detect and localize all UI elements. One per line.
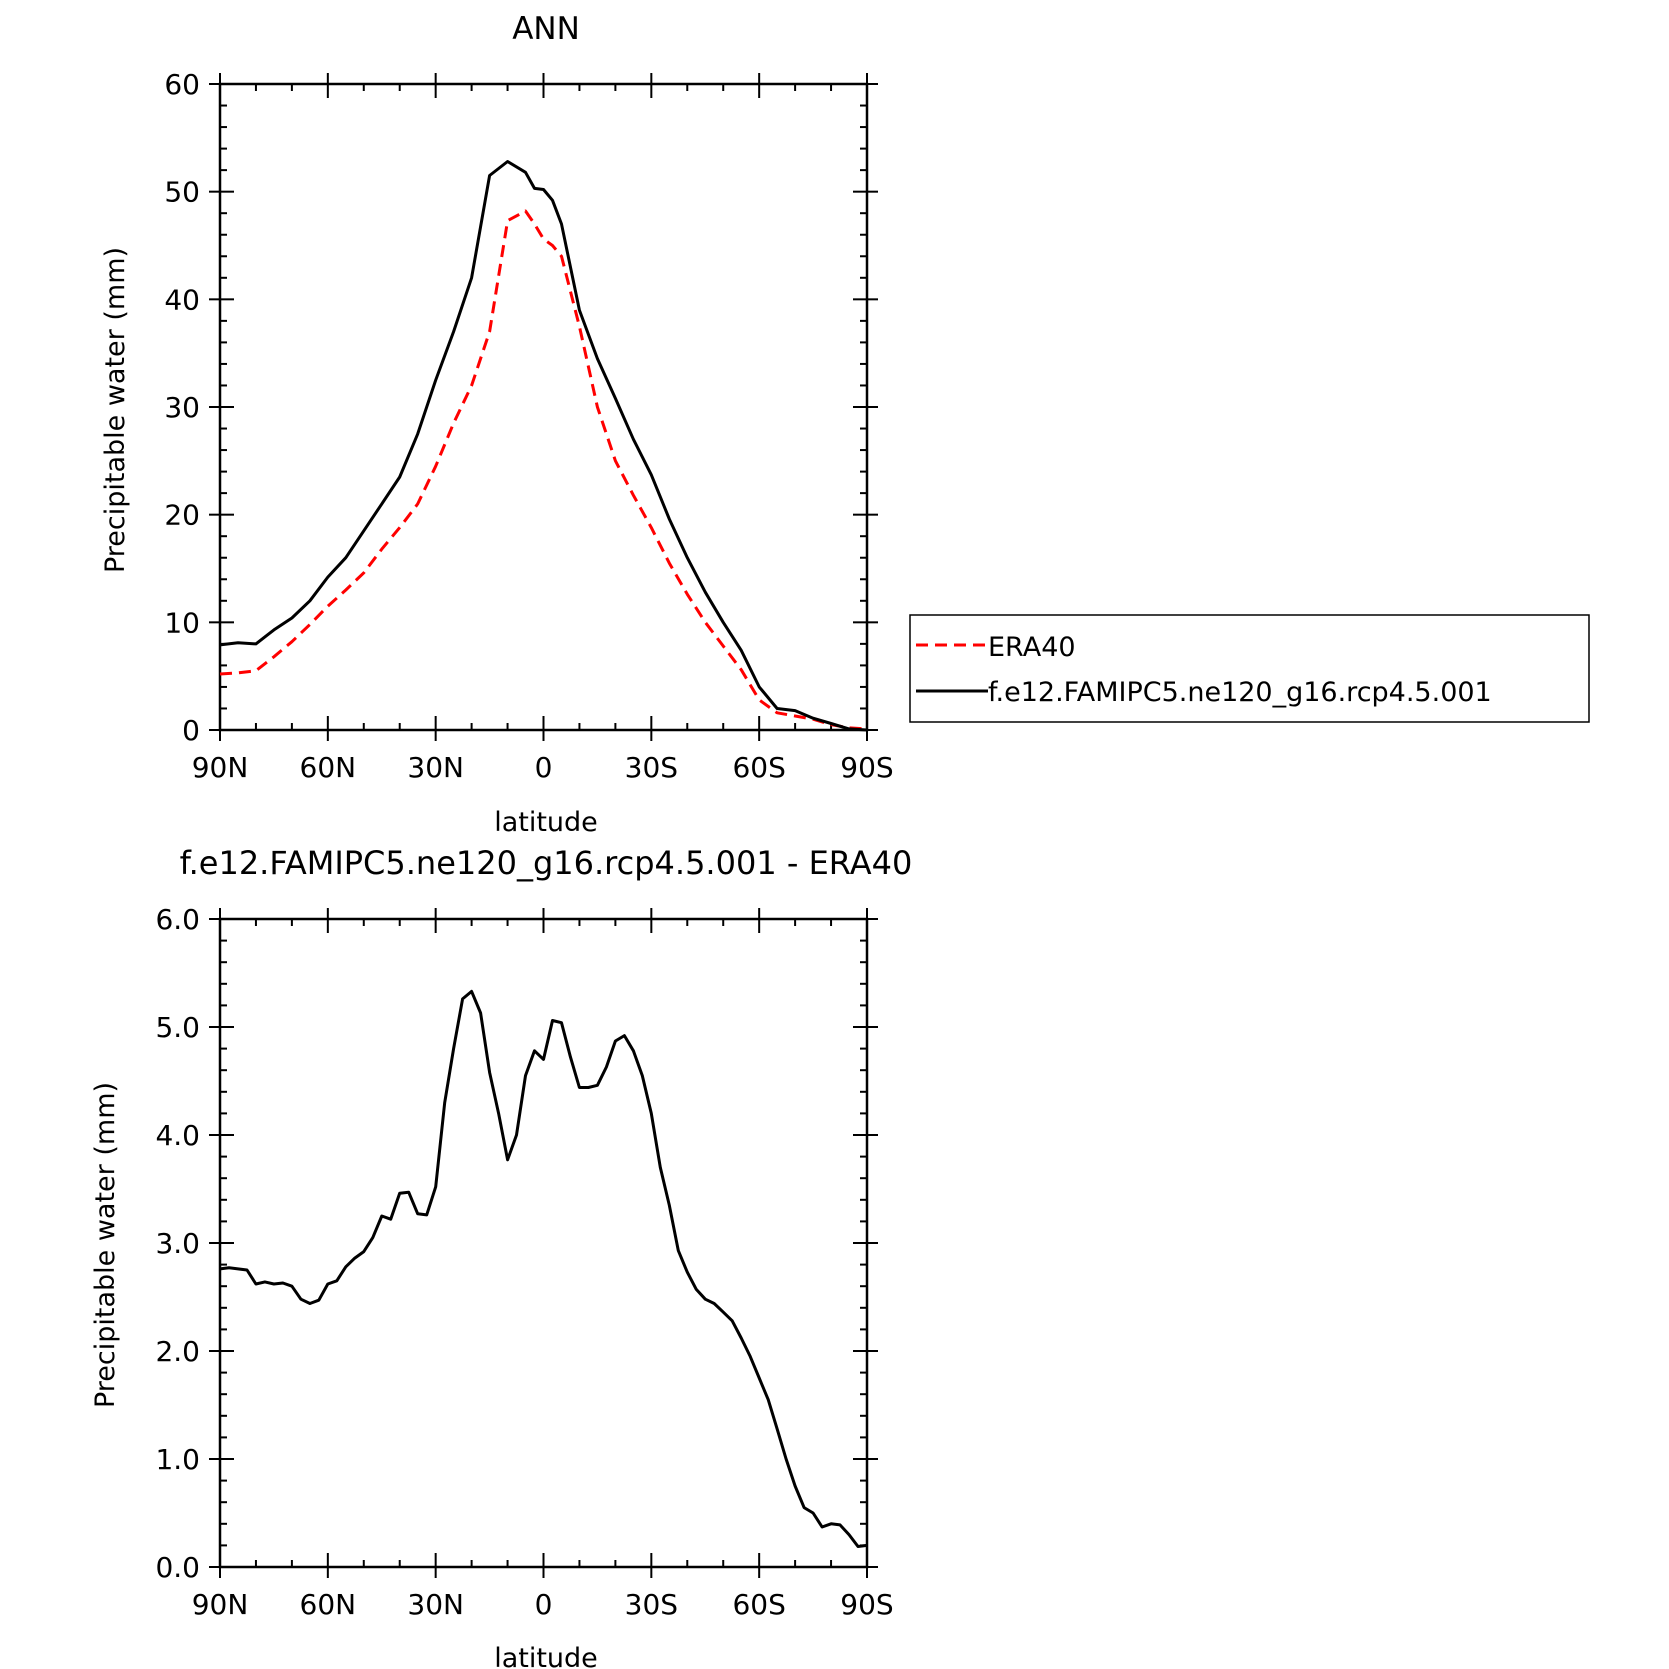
bottom-x-tick-label: 90S [840,1588,893,1621]
bottom-plot-area: 90N 60N 30N 0 30S 60S 90S 0.0 1.0 2.0 3.0 4.0 5.0 6.0 [155,903,893,1621]
bottom-series-line-0 [219,989,868,1548]
top-panel: ANN 90N 60N 30N 0 30S 60S 90S 0 10 20 30 40 50 60 lat… [100,11,1590,838]
legend-label-era40: ERA40 [988,632,1076,663]
bottom-y-tick-label: 3.0 [155,1227,200,1260]
top-x-tick-label: 30S [625,751,678,784]
bottom-x-tick-label: 30N [407,1588,464,1621]
top-series-line-0 [219,209,868,731]
top-chart-title: ANN [512,11,580,47]
bottom-chart-title: f.e12.FAMIPC5.ne120_g16.rcp4.5.001 - ERA… [180,844,913,882]
bottom-plot-frame [218,917,869,1569]
bottom-x-tick-label: 90N [192,1588,249,1621]
bottom-x-tick-label: 0 [535,1588,553,1621]
top-y-tick-label: 30 [164,391,200,424]
bottom-y-tick-label: 1.0 [155,1443,200,1476]
top-y-tick-label: 10 [164,606,200,639]
bottom-y-tick-label: 2.0 [155,1335,200,1368]
bottom-y-tick-label: 5.0 [155,1011,200,1044]
legend: ERA40 f.e12.FAMIPC5.ne120_g16.rcp4.5.001 [909,614,1590,723]
top-x-tick-label: 0 [535,751,553,784]
bottom-y-axis-label: Precipitable water (mm) [90,1082,121,1408]
top-x-tick-label: 60S [732,751,785,784]
top-series-line-1 [219,160,868,732]
bottom-x-tick-label: 60S [732,1588,785,1621]
legend-box [909,614,1590,723]
legend-label-model: f.e12.FAMIPC5.ne120_g16.rcp4.5.001 [988,677,1492,708]
bottom-panel: f.e12.FAMIPC5.ne120_g16.rcp4.5.001 - ERA… [90,844,912,1669]
top-y-axis-label: Precipitable water (mm) [100,247,131,573]
top-x-tick-label: 30N [407,751,464,784]
top-x-axis-label: latitude [494,807,598,838]
bottom-y-tick-label: 4.0 [155,1119,200,1152]
top-y-tick-label: 50 [164,176,200,209]
bottom-y-tick-label: 6.0 [155,903,200,936]
top-y-tick-label: 0 [182,714,200,747]
top-y-tick-label: 40 [164,283,200,316]
bottom-x-tick-label: 30S [625,1588,678,1621]
top-plot-area: 90N 60N 30N 0 30S 60S 90S 0 10 20 30 40 50 60 [164,68,893,784]
bottom-y-tick-label: 0.0 [155,1551,200,1584]
bottom-x-tick-label: 60N [300,1588,357,1621]
top-plot-frame [218,82,869,732]
top-x-tick-label: 60N [300,751,357,784]
top-y-tick-label: 60 [164,68,200,101]
top-y-tick-label: 20 [164,499,200,532]
top-x-tick-label: 90S [840,751,893,784]
bottom-x-axis-label: latitude [494,1643,598,1669]
top-x-tick-label: 90N [192,751,249,784]
